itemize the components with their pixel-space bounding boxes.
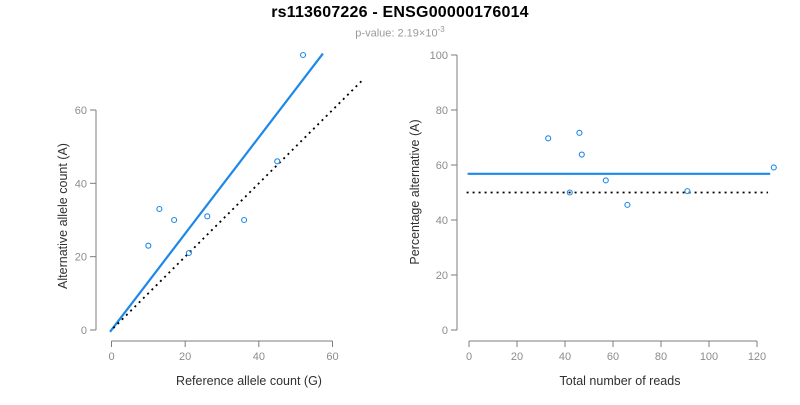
x-tick-label: 100 xyxy=(700,351,718,363)
y-tick-label: 40 xyxy=(436,215,448,227)
data-point xyxy=(566,189,573,196)
right-panel-axes: 0 20 40 60 80 100 120 0 20 40 60 80 100 xyxy=(430,50,767,363)
data-point xyxy=(145,242,152,249)
right-panel-xlabel: Total number of reads xyxy=(560,374,681,388)
data-point xyxy=(602,177,609,184)
left-panel-xlabel: Reference allele count (G) xyxy=(176,374,322,388)
data-point xyxy=(545,135,552,142)
left-panel-marks xyxy=(109,51,365,333)
y-tick-label: 80 xyxy=(436,105,448,117)
data-point xyxy=(274,158,281,165)
x-tick-label: 60 xyxy=(607,351,619,363)
data-point xyxy=(185,249,192,257)
right-panel-ylabel: Percentage alternative (A) xyxy=(408,119,422,264)
pvalue-text: p-value: 2.19×10 xyxy=(355,27,438,40)
x-tick-label: 80 xyxy=(655,351,667,363)
pvalue-exponent: -3 xyxy=(437,25,445,34)
x-tick-label: 20 xyxy=(511,351,523,363)
data-point xyxy=(299,51,307,59)
y-tick-label: 0 xyxy=(442,325,448,337)
y-tick-label: 100 xyxy=(430,50,448,62)
data-point xyxy=(578,151,585,158)
figure-header: rs113607226 - ENSG00000176014 p-value: 2… xyxy=(0,4,800,40)
data-point xyxy=(204,213,211,220)
y-tick-label: 20 xyxy=(436,270,448,282)
y-tick-label: 60 xyxy=(436,160,448,172)
fit-line xyxy=(109,52,324,333)
figure-title: rs113607226 - ENSG00000176014 xyxy=(271,4,529,21)
data-point xyxy=(171,216,178,224)
x-tick-label: 0 xyxy=(466,351,472,363)
identity-line xyxy=(112,78,365,329)
x-tick-label: 0 xyxy=(108,351,114,363)
figure-subtitle: p-value: 2.19×10-3 xyxy=(0,25,800,40)
x-tick-label: 40 xyxy=(253,351,265,363)
left-panel-ylabel: Alternative allele count (A) xyxy=(56,143,70,289)
left-scatter-panel: 0 20 40 60 0 20 40 60 Reference allele count (G… xyxy=(56,51,365,388)
data-point xyxy=(576,129,583,136)
data-point xyxy=(684,188,691,195)
data-point xyxy=(770,164,777,171)
y-tick-label: 60 xyxy=(75,105,87,117)
x-tick-label: 60 xyxy=(326,351,338,363)
data-point xyxy=(624,201,631,208)
y-tick-label: 40 xyxy=(75,178,87,190)
y-tick-label: 0 xyxy=(81,325,87,337)
left-panel-axes: 0 20 40 60 0 20 40 60 xyxy=(75,105,339,363)
right-scatter-panel: 0 20 40 60 80 100 120 0 20 40 60 80 100 Total number… xyxy=(408,50,777,388)
x-tick-label: 120 xyxy=(748,351,766,363)
data-point xyxy=(241,216,248,224)
x-tick-label: 20 xyxy=(179,351,191,363)
y-tick-label: 20 xyxy=(75,252,87,264)
data-point xyxy=(156,205,163,213)
right-panel-marks xyxy=(466,129,777,208)
x-tick-label: 40 xyxy=(559,351,571,363)
